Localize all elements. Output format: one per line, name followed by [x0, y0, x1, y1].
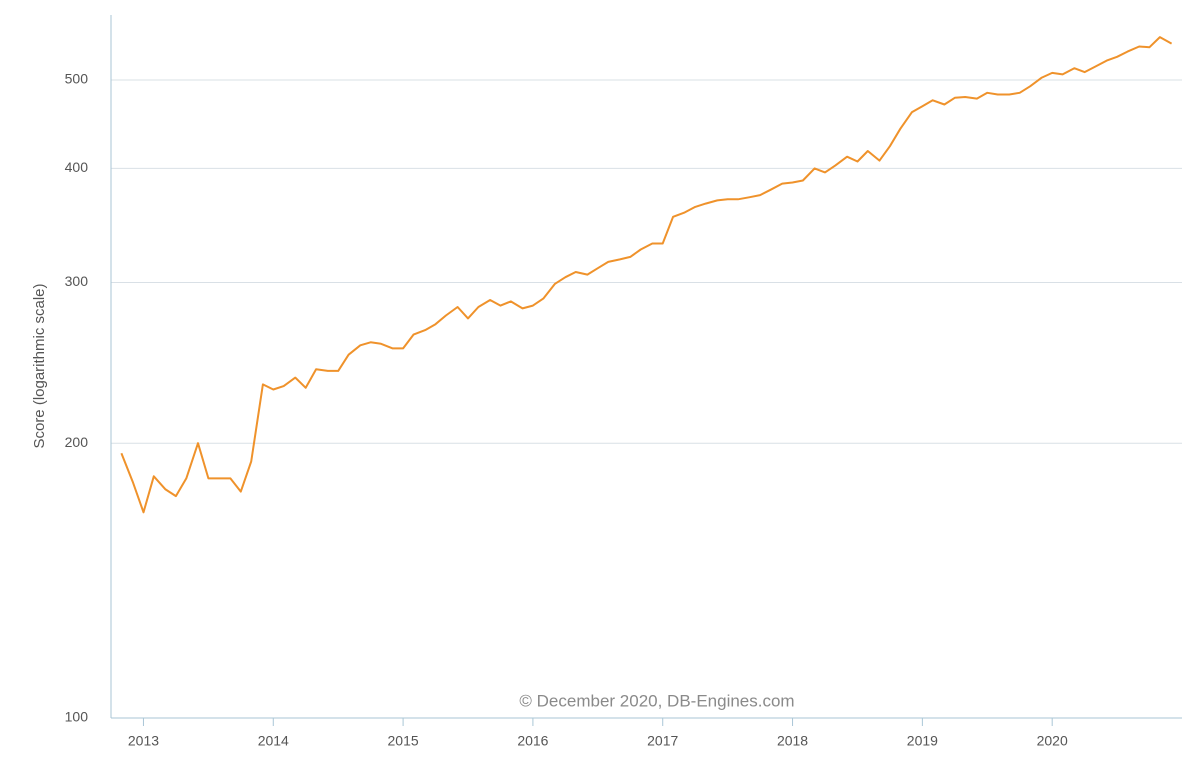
x-tick-label: 2019 [907, 733, 938, 749]
x-tick-label: 2015 [388, 733, 419, 749]
x-tick-label: 2018 [777, 733, 808, 749]
y-axis-title: Score (logarithmic scale) [31, 283, 48, 448]
line-series [120, 36, 1173, 514]
y-tick-label: 200 [65, 434, 89, 450]
x-tick-label: 2017 [647, 733, 678, 749]
x-tick-label: 2016 [517, 733, 548, 749]
y-tick-label: 500 [65, 71, 89, 87]
x-tick-label: 2014 [258, 733, 289, 749]
y-tick-label: 300 [65, 273, 89, 289]
y-tick-label: 100 [65, 709, 89, 725]
watermark: © December 2020, DB-Engines.com [519, 691, 794, 710]
x-tick-label: 2020 [1037, 733, 1068, 749]
x-tick-label: 2013 [128, 733, 159, 749]
y-tick-label: 400 [65, 159, 89, 175]
